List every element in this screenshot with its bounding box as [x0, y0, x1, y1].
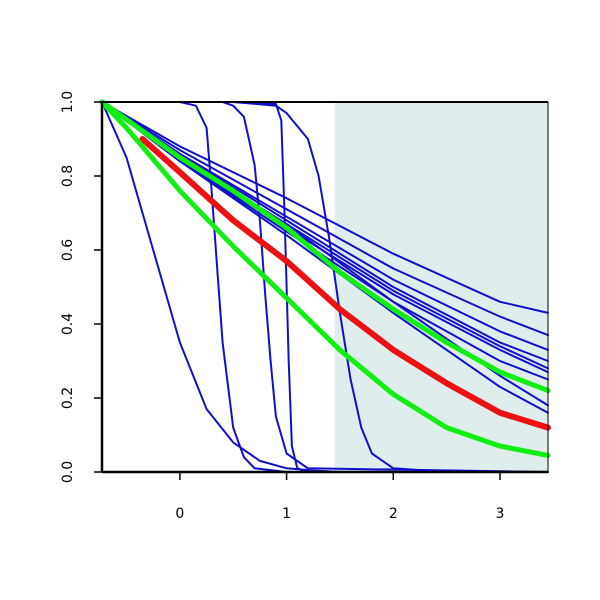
- y-tick-label: 1.0: [60, 91, 76, 113]
- y-axis: 0.0 0.2 0.4 0.6 0.8 1.0: [60, 91, 102, 483]
- x-tick-label: 3: [496, 506, 505, 522]
- series-line-2: [101, 101, 549, 473]
- series-line-4: [101, 101, 549, 473]
- x-tick-label: 2: [389, 506, 398, 522]
- series-line-15: [99, 99, 551, 394]
- axes: [100, 101, 549, 474]
- y-tick-label: 0.2: [60, 387, 76, 409]
- series-line-6: [101, 101, 549, 314]
- x-tick-label: 0: [175, 506, 184, 522]
- series-line-7: [101, 101, 549, 337]
- x-axis: 0 1 2 3: [175, 472, 504, 522]
- series-line-17: [99, 99, 551, 458]
- y-tick-label: 0.8: [60, 165, 76, 187]
- x-tick-label: 1: [282, 506, 291, 522]
- y-tick-label: 0.6: [60, 239, 76, 261]
- series-line-5: [101, 101, 549, 473]
- series-line-16: [139, 136, 551, 431]
- series-line-9: [101, 101, 549, 362]
- y-tick-label: 0.0: [60, 461, 76, 483]
- y-tick-label: 0.4: [60, 313, 76, 335]
